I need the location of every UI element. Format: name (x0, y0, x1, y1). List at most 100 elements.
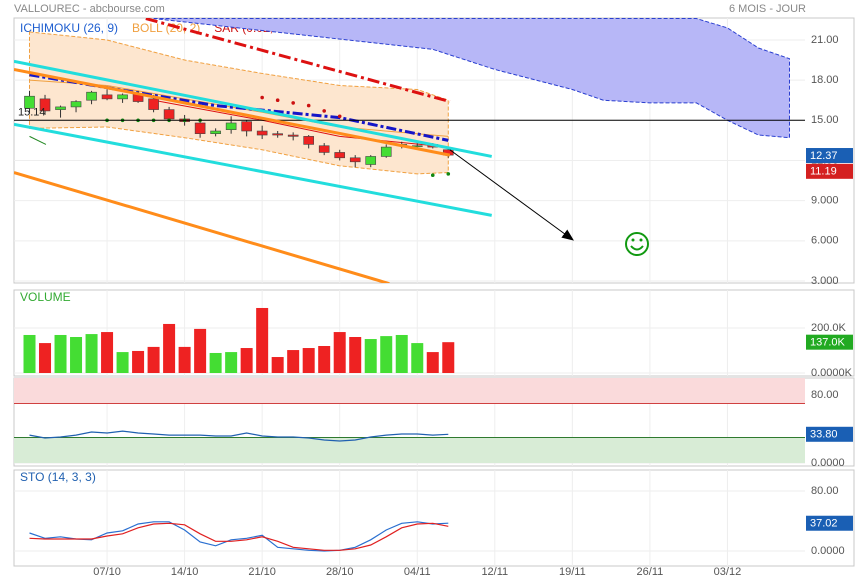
y-tick-label: 0.0000 (811, 457, 845, 469)
y-tick-label: 15.00 (811, 114, 839, 126)
last-value-box (806, 163, 853, 179)
indicator-line (29, 73, 449, 142)
volume-bar (240, 348, 253, 374)
y-tick-label: 0.0000K (811, 367, 853, 379)
volume-bar (380, 336, 393, 374)
last-value-box (806, 148, 853, 164)
last-value-box (806, 426, 853, 442)
last-value-box (806, 334, 853, 350)
panel-axes: 80.00 0.0000 STO (14, 3, 3) (14, 470, 845, 566)
volume-bar (101, 332, 114, 374)
candle-body (380, 146, 392, 157)
volume-bar (225, 352, 238, 374)
x-tick-label: 12/11 (481, 566, 508, 578)
x-tick-label: 19/11 (559, 566, 586, 578)
x-tick-label: 03/12 (714, 566, 742, 578)
candle-body (101, 94, 113, 100)
candle-body (39, 98, 51, 112)
price-plot (14, 18, 805, 283)
zone-band (14, 437, 805, 464)
candle-body (303, 136, 314, 145)
volume-bar (256, 307, 269, 374)
level-label: 15.14 (18, 106, 46, 118)
volume-bar (132, 350, 145, 374)
candle-body (70, 101, 82, 108)
header-period: 6 MOIS - JOUR (729, 3, 806, 15)
y-tick-label: 200.0K (811, 322, 847, 334)
volume-bar (411, 343, 424, 374)
y-tick-label: 80.00 (811, 485, 839, 497)
volume-bar (39, 343, 52, 374)
candle-body (272, 133, 283, 136)
candle-body (365, 156, 377, 165)
candle-body (24, 95, 35, 109)
last-value-label: 12.37 (810, 150, 838, 162)
indicator-line (29, 522, 449, 551)
last-value-label: 37.02 (810, 518, 838, 530)
last-value-label: 11.19 (810, 166, 837, 178)
candle-body (349, 157, 361, 163)
trend-line (14, 59, 492, 158)
chart-layer: 21.0018.0015.0012.009.0006.0003.000200.0… (14, 18, 853, 578)
volume-plot (23, 307, 455, 374)
candle-body (318, 145, 330, 153)
volume-bar (426, 352, 439, 374)
indicator-band (153, 18, 790, 139)
sar-dot (275, 98, 280, 103)
candle-body (55, 106, 66, 110)
oscillator-plot (29, 521, 449, 552)
panel-title: VOLUME (20, 290, 71, 304)
x-tick-label: 28/10 (326, 566, 354, 578)
y-tick-label: 21.00 (811, 34, 839, 46)
oscillator-plot (14, 378, 805, 464)
volume-bar (178, 346, 191, 374)
last-value-label: 33.80 (810, 429, 838, 441)
volume-bar (333, 332, 346, 374)
volume-bar (23, 334, 36, 374)
sar-dot (430, 173, 435, 178)
header-title: VALLOUREC - abcbourse.com (14, 3, 165, 15)
volume-bar (395, 334, 408, 374)
last-value-box (806, 515, 853, 531)
trend-line (145, 18, 451, 104)
sto-panel (13, 469, 855, 567)
last-value-label: 137.0K (810, 337, 846, 349)
volume-bar (209, 352, 222, 374)
volume-bar (364, 339, 377, 374)
indicator-line (153, 99, 449, 148)
candle-body (287, 134, 299, 137)
x-tick-label: 14/10 (171, 566, 199, 578)
volume-bar (271, 357, 284, 374)
y-tick-label: 18.00 (811, 74, 839, 86)
candle-body (163, 109, 175, 120)
candle-body (256, 130, 268, 136)
trend-line (29, 135, 47, 145)
y-tick-label: 9.000 (811, 195, 839, 207)
volume-bar (116, 352, 129, 374)
x-tick-label: 21/10 (248, 566, 276, 578)
panel-axes: 200.0K 0.0000K VOLUME (14, 290, 853, 379)
x-tick-label: 26/11 (637, 566, 664, 578)
x-tick-label: 07/10 (93, 566, 121, 578)
volume-bar (194, 328, 207, 374)
legend-entry: BOLL (20, 2) (132, 21, 200, 35)
volume-bar (302, 348, 315, 374)
sar-dot (446, 172, 451, 176)
indicator-line (29, 521, 449, 552)
candle-body (241, 121, 252, 132)
candle-body (148, 98, 159, 110)
trend-line (14, 122, 492, 217)
y-tick-label: 6.000 (811, 235, 839, 247)
indicator-line (29, 430, 449, 442)
smiley (625, 232, 649, 256)
candle-body (194, 122, 206, 134)
candle-body (225, 122, 237, 130)
zone-band (14, 378, 805, 404)
trend-line (14, 67, 451, 157)
volume-bar (287, 350, 300, 374)
legend-entry: ICHIMOKU (26, 9) (20, 21, 118, 35)
x-tick-label: 04/11 (404, 566, 431, 578)
y-tick-label: 0.0000 (811, 545, 845, 557)
panel-title: STO (14, 3, 3) (20, 470, 96, 484)
